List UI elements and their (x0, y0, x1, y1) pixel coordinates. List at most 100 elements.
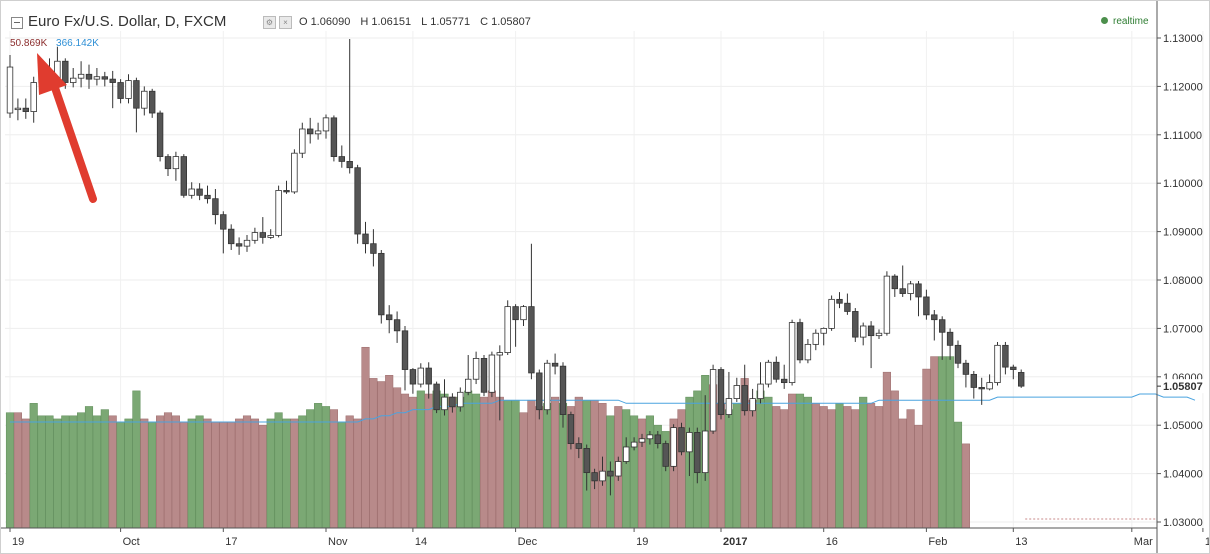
candle-body (401, 330, 409, 370)
price-tick-label-4: 1.07000 (1163, 323, 1203, 335)
volume-bar-98 (780, 409, 789, 529)
candle-body (994, 344, 1001, 384)
candle-body (472, 358, 480, 380)
volume-bar-57 (456, 396, 465, 529)
volume-values: 50.869K 366.142K (10, 38, 105, 49)
candle-body (812, 332, 819, 345)
candle-body (686, 432, 693, 453)
candle-body (757, 383, 764, 399)
candle-body (678, 427, 685, 453)
candle-body (148, 90, 156, 114)
candle-97 (773, 356, 780, 383)
volume-bar-78 (622, 409, 631, 529)
candle-body (1010, 366, 1017, 370)
price-tick-label-7: 1.10000 (1163, 178, 1203, 190)
candle-23 (188, 182, 195, 199)
candle-102 (812, 329, 819, 351)
volume-bar-74 (590, 399, 599, 529)
candle-body (449, 396, 456, 408)
candle-body (425, 367, 432, 385)
candle-112 (891, 274, 898, 297)
candle-14 (117, 79, 124, 104)
time-tick-label-11: Mar (1134, 536, 1153, 548)
candle-68 (544, 359, 551, 415)
volume-bar-95 (756, 390, 765, 529)
volume-bar-21 (171, 415, 180, 529)
time-tick-label-2: 17 (225, 536, 237, 548)
candle-body (204, 194, 211, 200)
close-icon[interactable]: × (279, 16, 292, 29)
candle-122 (970, 370, 977, 399)
candle-body (946, 331, 954, 346)
ohlc-values: O 1.06090 H 1.06151 L 1.05771 C 1.05807 (299, 16, 538, 28)
candle-body (488, 354, 496, 393)
candle-39 (314, 122, 322, 140)
volume-bar-99 (788, 393, 797, 529)
volume-ma-line (10, 393, 1196, 423)
time-tick-label-3: Nov (328, 536, 348, 548)
volume-bar-56 (448, 396, 457, 529)
volume-bar-72 (574, 396, 583, 529)
candle-67 (536, 369, 543, 420)
candle-body (788, 322, 796, 384)
candle-body (346, 161, 353, 169)
candle-body (978, 387, 985, 390)
volume-bar-22 (179, 421, 188, 529)
volume-bar-34 (274, 412, 283, 529)
volume-bar-10 (84, 406, 94, 529)
volume-bar-79 (630, 415, 639, 529)
candle-body (607, 470, 614, 477)
candle-body (259, 232, 266, 238)
candle-body (1018, 372, 1025, 387)
volume-bar-49 (393, 387, 402, 529)
candle-37 (299, 122, 306, 159)
candle-86 (686, 427, 693, 477)
candle-26 (212, 189, 219, 225)
candle-body (844, 302, 851, 312)
candle-body (330, 117, 338, 157)
candle-101 (804, 339, 812, 364)
volume-bar-111 (882, 371, 891, 529)
volume-bar-53 (424, 393, 433, 529)
candle-50 (401, 325, 409, 391)
volume-bar-24 (195, 415, 204, 529)
candle-body (77, 73, 85, 79)
candle-body (378, 252, 385, 316)
time-tick-label-6: 19 (636, 536, 648, 548)
candle-54 (433, 381, 440, 414)
volume-bar-66 (527, 399, 536, 529)
candle-35 (283, 180, 290, 194)
settings-icon[interactable]: ⚙ (263, 16, 276, 29)
price-tick-label-0: 1.03000 (1163, 517, 1203, 529)
candle-body (528, 306, 535, 374)
price-axis: 1.030001.040001.050001.060001.070001.080… (1156, 1, 1207, 553)
time-tick-label-1: Oct (123, 536, 140, 548)
volume-bar-38 (306, 409, 315, 529)
candle-77 (615, 456, 622, 481)
candle-29 (235, 237, 243, 255)
candle-body (30, 82, 37, 112)
candle-121 (962, 359, 970, 388)
candle-body (591, 472, 598, 482)
candle-126 (1002, 341, 1009, 375)
candle-body (638, 438, 646, 443)
volume-bar-35 (282, 418, 291, 529)
candle-body (623, 446, 630, 462)
candle-20 (164, 154, 172, 176)
candle-body (828, 298, 835, 329)
candle-body (101, 76, 108, 80)
candle-body (583, 448, 590, 474)
candle-117 (931, 310, 938, 341)
candle-27 (220, 211, 227, 254)
time-tick-label-5: Dec (518, 536, 538, 548)
collapse-icon[interactable] (11, 17, 23, 29)
candle-body (765, 361, 772, 385)
volume-bar-42 (337, 421, 346, 529)
candle-24 (196, 183, 203, 201)
volume-bar-112 (890, 390, 899, 529)
candle-61 (488, 351, 496, 398)
candle-body (520, 306, 527, 321)
candle-body (212, 198, 219, 216)
volume-bar-60 (479, 396, 489, 529)
